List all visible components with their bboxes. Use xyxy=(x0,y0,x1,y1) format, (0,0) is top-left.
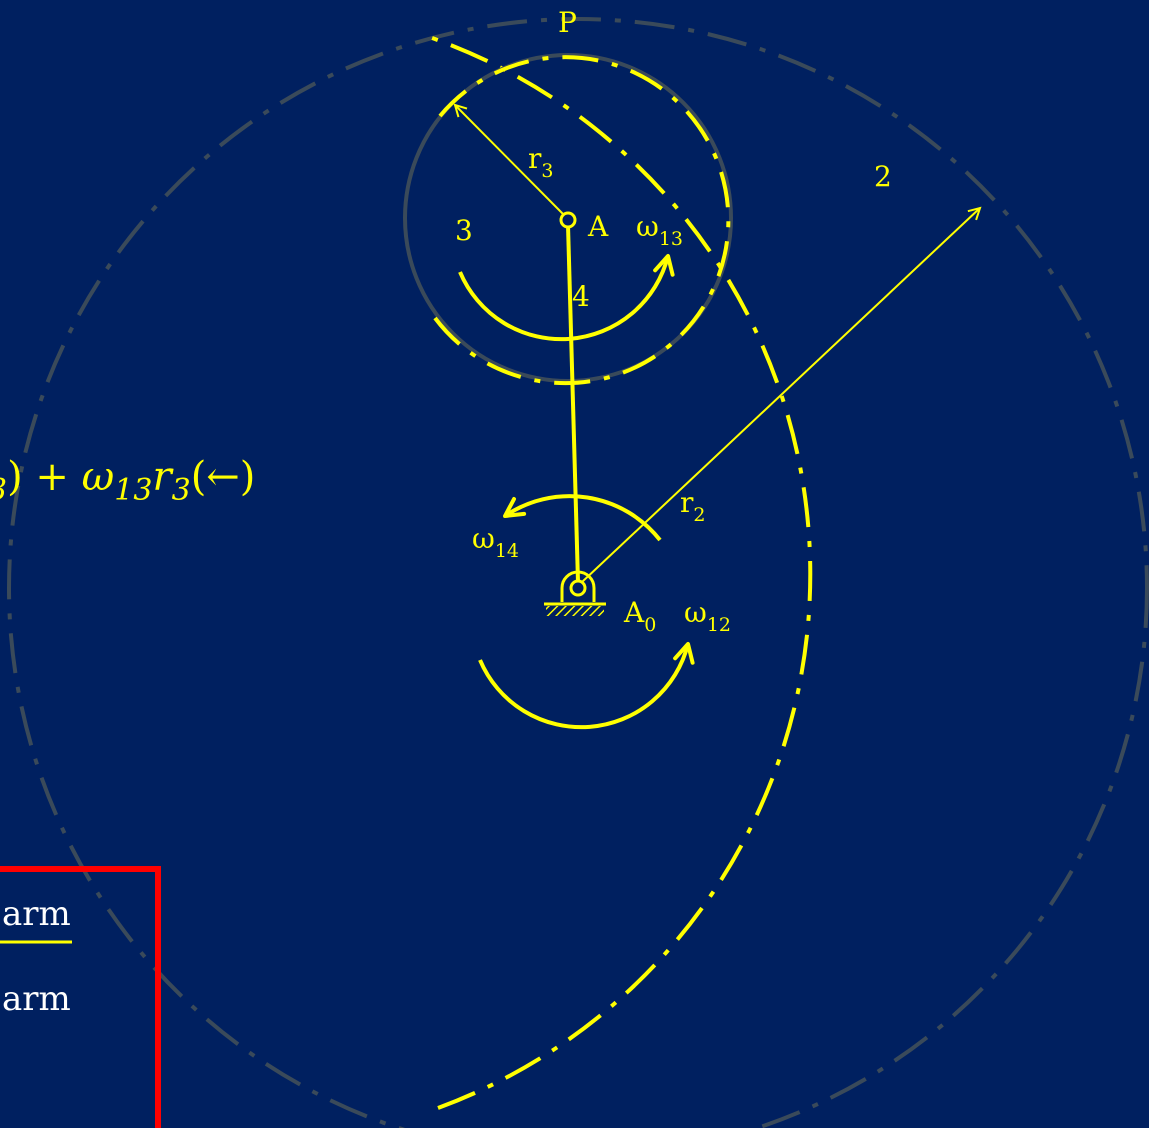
label-omega13: ω13 xyxy=(636,210,683,250)
label-r2: r2 xyxy=(680,486,705,526)
r2-radius-arrow xyxy=(581,208,980,583)
label-omega12: ω12 xyxy=(684,596,731,636)
ring-gear-pitch-circle-gray xyxy=(7,17,1149,1128)
r3-radius-arrow xyxy=(455,105,565,216)
label-point-a: A xyxy=(587,210,609,243)
label-point-a0: A0 xyxy=(623,596,656,636)
label-gear-3: 3 xyxy=(455,214,473,247)
arm-4-link xyxy=(566,224,580,583)
formula-box: arm arm xyxy=(0,866,161,1128)
ground-pivot-a0 xyxy=(544,570,606,616)
planet-gear-pitch-circle-yellow xyxy=(433,55,731,386)
label-arm-4: 4 xyxy=(572,280,590,313)
label-point-p: P xyxy=(558,6,577,39)
pivot-a xyxy=(559,211,577,229)
formula-box-line-2: arm xyxy=(2,979,71,1019)
omega12-rotation-arrow xyxy=(478,642,695,730)
label-r3: r3 xyxy=(528,142,553,182)
omega14-rotation-arrow xyxy=(503,494,662,542)
label-gear-2: 2 xyxy=(874,160,892,193)
omega13-rotation-arrow xyxy=(458,254,675,342)
ring-gear-pitch-circle-yellow xyxy=(431,36,813,1110)
velocity-equation-fragment: 3) + ω13r3(←) xyxy=(0,454,255,508)
label-omega14: ω14 xyxy=(472,522,519,562)
formula-box-line-1: arm xyxy=(2,894,71,934)
planet-gear-pitch-circle-gray xyxy=(403,53,733,383)
